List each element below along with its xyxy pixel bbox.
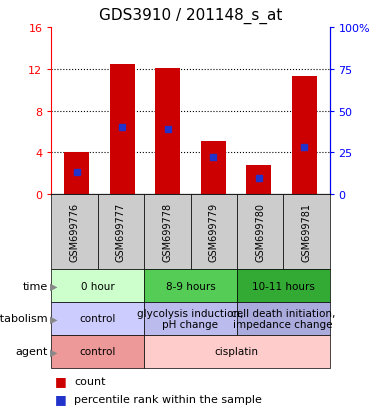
Text: ▶: ▶ xyxy=(50,281,57,291)
Text: GDS3910 / 201148_s_at: GDS3910 / 201148_s_at xyxy=(99,8,282,24)
Bar xyxy=(155,69,180,195)
Text: glycolysis induction,
pH change: glycolysis induction, pH change xyxy=(137,308,244,330)
Text: control: control xyxy=(80,314,116,324)
Text: cisplatin: cisplatin xyxy=(215,347,259,357)
Text: GSM699779: GSM699779 xyxy=(209,202,219,261)
Text: percentile rank within the sample: percentile rank within the sample xyxy=(74,394,262,404)
Text: time: time xyxy=(22,281,48,291)
Text: count: count xyxy=(74,376,106,386)
Text: ■: ■ xyxy=(55,392,67,406)
Text: 0 hour: 0 hour xyxy=(81,281,115,291)
Text: GSM699781: GSM699781 xyxy=(301,202,311,261)
Text: ▶: ▶ xyxy=(50,314,57,324)
Text: metabolism: metabolism xyxy=(0,314,48,324)
Text: 10-11 hours: 10-11 hours xyxy=(252,281,315,291)
Bar xyxy=(292,77,317,195)
Bar xyxy=(110,64,134,195)
Text: ▶: ▶ xyxy=(50,347,57,357)
Text: GSM699778: GSM699778 xyxy=(162,202,172,261)
Text: GSM699780: GSM699780 xyxy=(255,202,265,261)
Text: cell death initiation,
impedance change: cell death initiation, impedance change xyxy=(231,308,335,330)
Text: 8-9 hours: 8-9 hours xyxy=(166,281,215,291)
Bar xyxy=(247,165,271,195)
Bar xyxy=(201,141,226,195)
Text: ■: ■ xyxy=(55,375,67,387)
Text: control: control xyxy=(80,347,116,357)
Text: GSM699776: GSM699776 xyxy=(70,202,80,261)
Text: agent: agent xyxy=(15,347,48,357)
Text: GSM699777: GSM699777 xyxy=(116,202,126,261)
Bar xyxy=(64,153,89,195)
